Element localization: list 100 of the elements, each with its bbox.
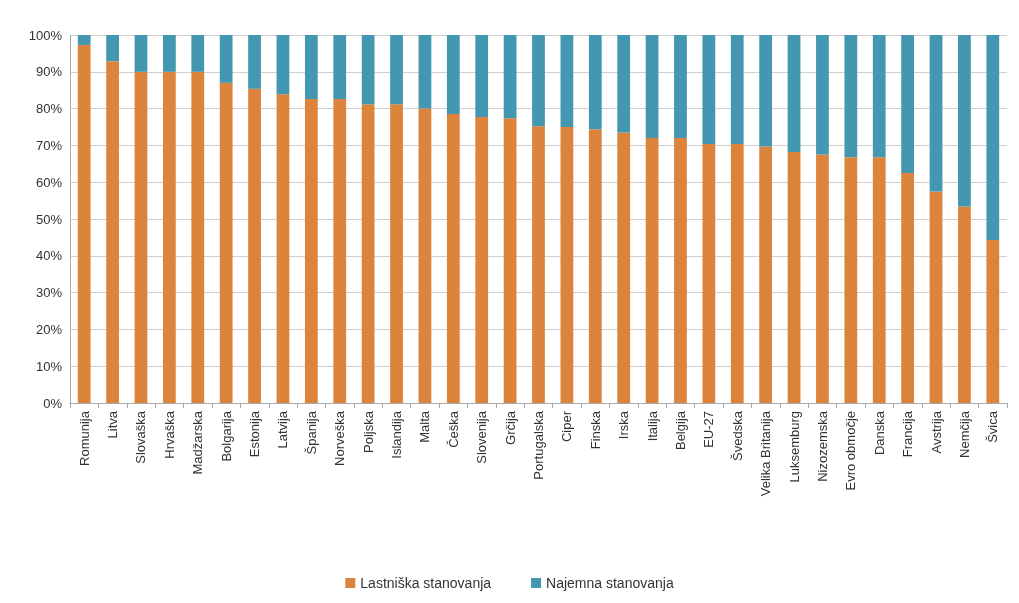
x-tick-label: Belgija (672, 410, 688, 451)
y-tick-label: 100% (28, 27, 63, 43)
x-tick-label: Italija (644, 410, 660, 442)
legend-label: Najemna stanovanja (546, 575, 674, 591)
y-tick-label: 90% (35, 64, 63, 80)
y-tick-label: 0% (43, 395, 63, 411)
x-tick-label: Slovaška (133, 410, 149, 464)
y-tick-label: 80% (35, 101, 63, 117)
bar (787, 152, 801, 403)
x-tick-label: Nemčija (956, 410, 972, 458)
bar (674, 35, 687, 139)
bar (958, 206, 971, 403)
x-tick-label: Malta (417, 410, 433, 443)
bar (134, 71, 148, 403)
x-tick-label: Irska (616, 410, 632, 440)
bar (304, 35, 318, 100)
bar (162, 35, 176, 72)
bar (844, 157, 858, 403)
y-tick-label: 50% (35, 211, 63, 227)
bar (162, 71, 176, 403)
bar (475, 117, 489, 403)
x-tick-label: Evro območje (843, 411, 859, 491)
y-tick-label: 60% (35, 174, 63, 190)
bar (361, 35, 375, 105)
bar (872, 157, 886, 403)
x-tick-label: Hrvaška (161, 410, 177, 459)
bar (702, 35, 716, 144)
x-tick-label: Češka (445, 410, 461, 448)
x-tick-label: Španija (303, 410, 319, 455)
x-tick-label: Luksemburg (786, 411, 802, 483)
bar (674, 138, 687, 403)
bar (901, 173, 915, 403)
x-tick-label: Švedska (729, 410, 745, 461)
bar (532, 35, 545, 127)
bar (958, 35, 971, 207)
legend-label: Lastniška stanovanja (360, 575, 492, 591)
bar (333, 35, 347, 100)
bar (730, 143, 744, 403)
bar (645, 35, 659, 139)
x-tick-label: Danska (871, 410, 887, 456)
bar (418, 35, 432, 109)
bar (702, 143, 716, 403)
bar (475, 35, 489, 118)
bar (532, 126, 545, 403)
bar (617, 35, 631, 133)
x-tick-label: Madžarska (190, 410, 206, 475)
bar (191, 35, 205, 72)
x-tick-label: Finska (587, 410, 603, 450)
bar (390, 104, 403, 403)
bar (219, 35, 233, 83)
x-tick-label: Francija (900, 410, 916, 458)
bar (106, 61, 119, 403)
y-tick-label: 30% (35, 285, 63, 301)
x-tick-label: Ciper (559, 410, 575, 443)
bar (901, 35, 915, 173)
bar (872, 35, 886, 158)
x-tick-label: Latvija (275, 410, 291, 449)
x-tick-label: Romunija (76, 410, 92, 466)
bar (77, 35, 91, 45)
x-tick-label: Avstrija (928, 410, 944, 454)
bar (219, 82, 233, 403)
bar (361, 104, 375, 403)
y-tick-label: 10% (35, 358, 63, 374)
bar (503, 118, 517, 403)
x-tick-label: Islandija (389, 410, 405, 459)
bar (333, 99, 347, 403)
y-tick-label: 20% (35, 321, 63, 337)
x-tick-label: Norveška (332, 410, 348, 466)
bar (77, 44, 91, 403)
bar (248, 88, 261, 403)
bar (816, 35, 829, 155)
x-tick-label: Velika Britanija (758, 410, 774, 497)
bar (844, 35, 858, 158)
bar (191, 71, 205, 403)
bar (560, 127, 574, 403)
bar (929, 191, 943, 403)
bar (390, 35, 403, 105)
bar (588, 35, 602, 130)
bar (617, 132, 631, 403)
x-tick-label: Litva (105, 410, 121, 439)
bar (446, 35, 460, 115)
bar (106, 35, 119, 62)
bar (986, 35, 1000, 240)
bar (446, 114, 460, 403)
bar (276, 35, 290, 95)
bar (418, 108, 432, 403)
x-tick-label: EU-27 (701, 411, 717, 448)
x-tick-label: Grčija (502, 410, 518, 445)
bar (560, 35, 574, 127)
x-tick-label: Estonija (247, 410, 263, 458)
y-tick-label: 70% (35, 137, 63, 153)
bar (588, 129, 602, 403)
bar (304, 99, 318, 403)
x-tick-label: Portugalska (531, 410, 546, 480)
x-tick-label: Slovenija (474, 410, 490, 464)
bar (645, 138, 659, 403)
bar (929, 35, 943, 192)
bar (248, 35, 261, 89)
x-tick-label: Bolgarija (218, 410, 234, 462)
bar (134, 35, 148, 72)
